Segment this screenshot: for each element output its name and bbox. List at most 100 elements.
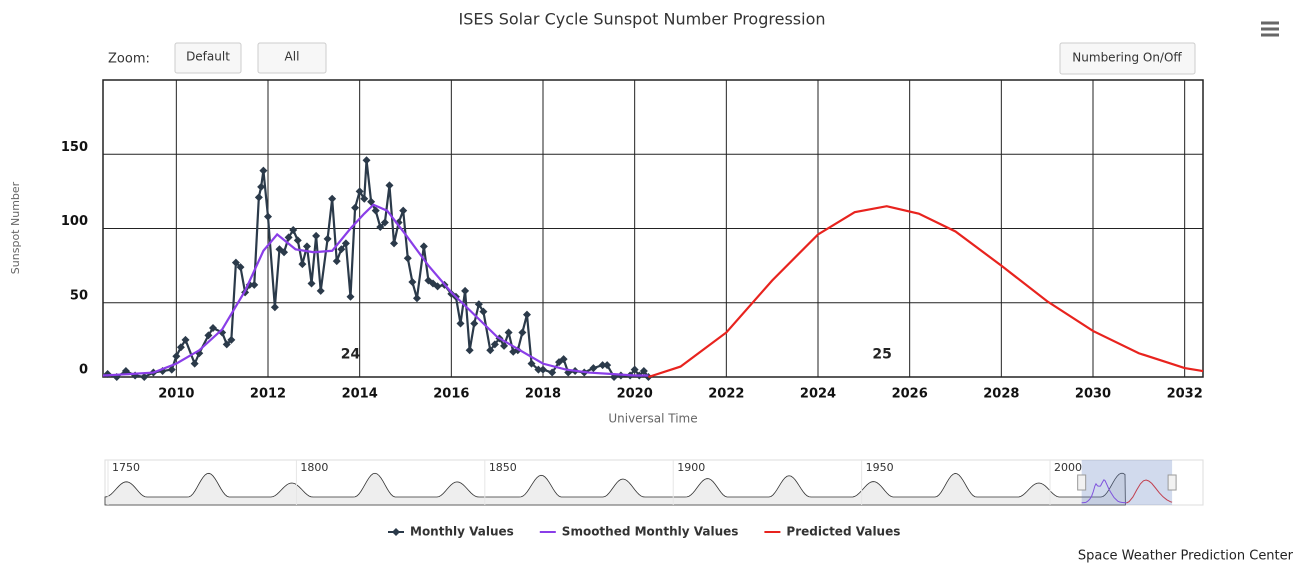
chart-title: ISES Solar Cycle Sunspot Number Progress… [459,10,826,29]
data-point [465,346,474,355]
legend-item[interactable]: Monthly Values [388,525,514,539]
data-point [403,254,412,263]
button-all[interactable] [257,42,327,74]
data-point [289,225,298,234]
button-default[interactable] [174,42,242,74]
series-line [102,203,649,377]
navigator-tick-label: 1900 [677,461,705,474]
button-label[interactable]: Default [186,50,230,64]
button-label[interactable]: Numbering On/Off [1072,51,1182,65]
data-point [284,233,293,242]
y-axis-label: Sunspot Number [9,181,22,274]
navigator-handle[interactable] [1167,474,1177,491]
navigator-tick-label: 1800 [300,461,328,474]
data-point [399,206,408,215]
navigator-tick-label: 1850 [489,461,517,474]
data-point [209,323,217,332]
data-point [419,242,428,251]
data-point [140,373,149,381]
data-point [461,286,470,295]
navigator-line [1126,479,1173,504]
data-point [527,359,536,368]
data-point [181,335,190,344]
navigator-selection[interactable] [1081,460,1173,505]
legend-item[interactable]: Predicted Values [764,525,900,539]
legend-label: Monthly Values [410,525,514,539]
x-tick-label: 2026 [892,387,928,402]
x-tick-label: 2014 [342,387,378,402]
data-point [328,194,337,203]
credits: Space Weather Prediction Center [1078,549,1294,564]
data-point [346,292,355,301]
data-point [598,361,607,370]
data-point [490,340,499,349]
y-tick-label: 150 [61,140,88,155]
data-point [376,223,385,232]
navigator-line [1081,479,1127,504]
data-point [332,257,341,266]
data-point [360,194,369,203]
y-tick-label: 0 [79,363,88,378]
y-tick-label: 50 [70,288,88,303]
data-point [362,156,371,165]
data-point [312,231,321,240]
data-point [337,245,346,254]
data-point [486,346,495,355]
data-point [522,310,531,319]
data-point [408,277,417,286]
data-point [316,286,325,295]
data-point [355,187,364,196]
x-tick-label: 2024 [800,387,836,402]
series-line [648,205,1204,379]
data-point [380,218,389,227]
x-tick-label: 2022 [708,387,744,402]
data-point [307,279,316,288]
legend-label: Smoothed Monthly Values [562,525,739,539]
x-tick-label: 2010 [158,387,194,402]
navigator-tick-label: 2000 [1054,461,1082,474]
data-point [385,181,394,190]
series-line [107,160,650,379]
button-numbering[interactable] [1059,42,1196,75]
data-point [302,242,311,251]
navigator-handle[interactable] [1077,474,1087,491]
data-point [298,260,307,269]
data-point [167,365,176,374]
data-point [474,300,483,309]
menu-icon[interactable] [1261,21,1279,37]
data-point [371,206,380,215]
data-point [341,239,350,248]
data-point [222,340,231,349]
x-tick-label: 2028 [983,387,1019,402]
data-point [456,319,465,328]
x-tick-label: 2032 [1167,387,1203,402]
data-point [630,365,639,374]
button-label[interactable]: All [285,50,300,64]
data-point [390,239,399,248]
data-point [204,331,213,340]
data-point [504,328,513,337]
data-point [254,193,263,202]
data-point [639,367,648,376]
x-tick-label: 2016 [433,387,469,402]
data-point [412,294,421,303]
data-point [259,166,268,175]
legend-item[interactable]: Smoothed Monthly Values [539,525,739,539]
data-point [500,341,509,350]
data-point [293,236,302,245]
data-point [589,364,598,373]
data-point [250,280,259,289]
cycle-label: 25 [872,347,891,363]
data-point [176,343,185,352]
data-point [236,263,245,272]
data-point [603,361,612,370]
x-tick-label: 2030 [1075,387,1111,402]
x-tick-label: 2018 [525,387,561,402]
data-point [518,328,527,337]
legend-label: Predicted Values [786,525,900,539]
data-point [351,203,360,212]
navigator-area [104,472,1126,506]
data-point [559,355,568,364]
